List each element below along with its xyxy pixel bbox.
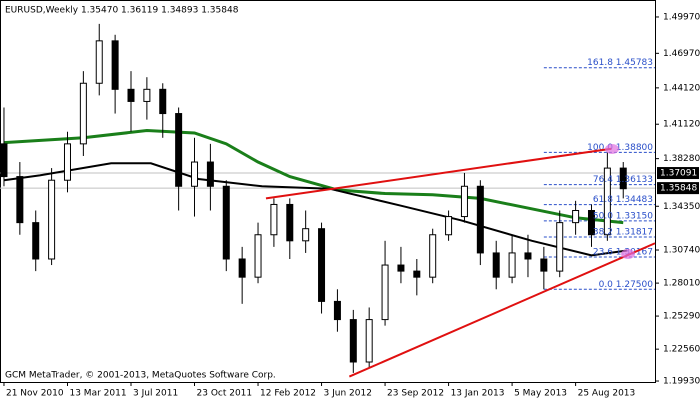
candle-body — [476, 185, 484, 254]
x-tick-label: 23 Sep 2012 — [387, 389, 444, 399]
candle-body — [159, 88, 167, 115]
candle-body — [270, 203, 278, 236]
candle-body — [111, 40, 119, 90]
candle-body — [429, 234, 437, 278]
candle-body — [508, 252, 516, 278]
y-tick-label: 1.49970 — [663, 12, 700, 22]
y-tick-label: 1.34350 — [663, 202, 700, 212]
candle-body — [492, 252, 500, 278]
price-box — [657, 182, 699, 195]
y-tick-label: 1.19930 — [663, 377, 700, 387]
candle-body — [460, 185, 468, 218]
candle-body — [191, 161, 199, 187]
candle-body — [349, 319, 357, 363]
candle-body — [222, 185, 230, 260]
candle-body — [302, 228, 310, 242]
moving-average — [3, 162, 628, 257]
candle-body — [238, 258, 246, 278]
chart-title: EURUSD,Weekly 1.35470 1.36119 1.34893 1.… — [5, 6, 239, 16]
candle-body — [572, 210, 580, 224]
candle-body — [206, 161, 214, 187]
fib-label: 50.0 1.33150 — [593, 211, 653, 221]
candle-body — [286, 203, 294, 242]
candle-body — [540, 258, 548, 272]
fib-label: 61.8 1.34483 — [593, 195, 653, 205]
x-tick-label: 25 Aug 2013 — [578, 389, 636, 399]
candle-body — [48, 179, 56, 260]
candle-body — [175, 113, 183, 187]
candle-body — [0, 143, 8, 178]
y-tick-label: 1.46970 — [663, 49, 700, 59]
candle-body — [333, 300, 341, 321]
marker-circle — [605, 144, 619, 154]
candle-body — [413, 270, 421, 278]
candle-body — [32, 222, 40, 260]
candle-body — [95, 40, 103, 84]
x-tick-label: 21 Nov 2010 — [6, 389, 64, 399]
candle-body — [587, 210, 595, 236]
y-tick-label: 1.44120 — [663, 83, 700, 93]
candle-body — [397, 264, 405, 272]
candle-body — [63, 143, 71, 181]
y-tick-label: 1.41120 — [663, 120, 700, 130]
x-tick-label: 13 Jan 2013 — [451, 389, 505, 399]
candle-body — [381, 264, 389, 321]
candle-body — [127, 88, 135, 102]
y-tick-label: 1.28010 — [663, 279, 700, 289]
fib-label: 100.0 1.38800 — [587, 143, 653, 153]
fib-label: 0.0 1.27500 — [599, 280, 654, 290]
candle-body — [603, 167, 611, 236]
x-tick-label: 12 Feb 2012 — [260, 389, 316, 399]
candle-body — [365, 319, 373, 363]
y-tick-label: 1.22560 — [663, 345, 700, 355]
plot-frame — [0, 0, 656, 383]
x-tick-label: 23 Oct 2011 — [197, 389, 253, 399]
x-tick-label: 5 May 2013 — [514, 389, 567, 399]
price-label: 1.37091 — [660, 169, 697, 179]
x-tick-label: 13 Mar 2011 — [69, 389, 126, 399]
candle-body — [556, 222, 564, 272]
y-tick-label: 1.30740 — [663, 246, 700, 256]
trend-line — [348, 242, 656, 378]
candle-body — [79, 82, 87, 145]
moving-average — [3, 129, 624, 225]
candle-body — [318, 228, 326, 302]
price-box — [657, 167, 699, 180]
x-tick-label: 3 Jul 2011 — [133, 389, 178, 399]
y-tick-label: 1.25290 — [663, 312, 700, 322]
candle-body — [619, 167, 627, 190]
price-label: 1.35848 — [660, 184, 697, 194]
candle-body — [143, 88, 151, 102]
fib-label: 76.4 1.36133 — [593, 175, 653, 185]
trend-line — [265, 147, 612, 200]
fib-label: 38.2 1.31817 — [593, 227, 653, 237]
candle-body — [254, 234, 262, 278]
footer: GCM MetaTrader, © 2001-2013, MetaQuotes … — [5, 371, 276, 381]
candle-body — [524, 252, 532, 260]
candle-body — [445, 216, 453, 236]
candle-body — [16, 176, 24, 224]
x-tick-label: 3 Jun 2012 — [324, 389, 372, 399]
marker-circle — [621, 249, 635, 259]
fib-label: 161.8 1.45783 — [587, 58, 653, 68]
y-tick-label: 1.38280 — [663, 154, 700, 164]
